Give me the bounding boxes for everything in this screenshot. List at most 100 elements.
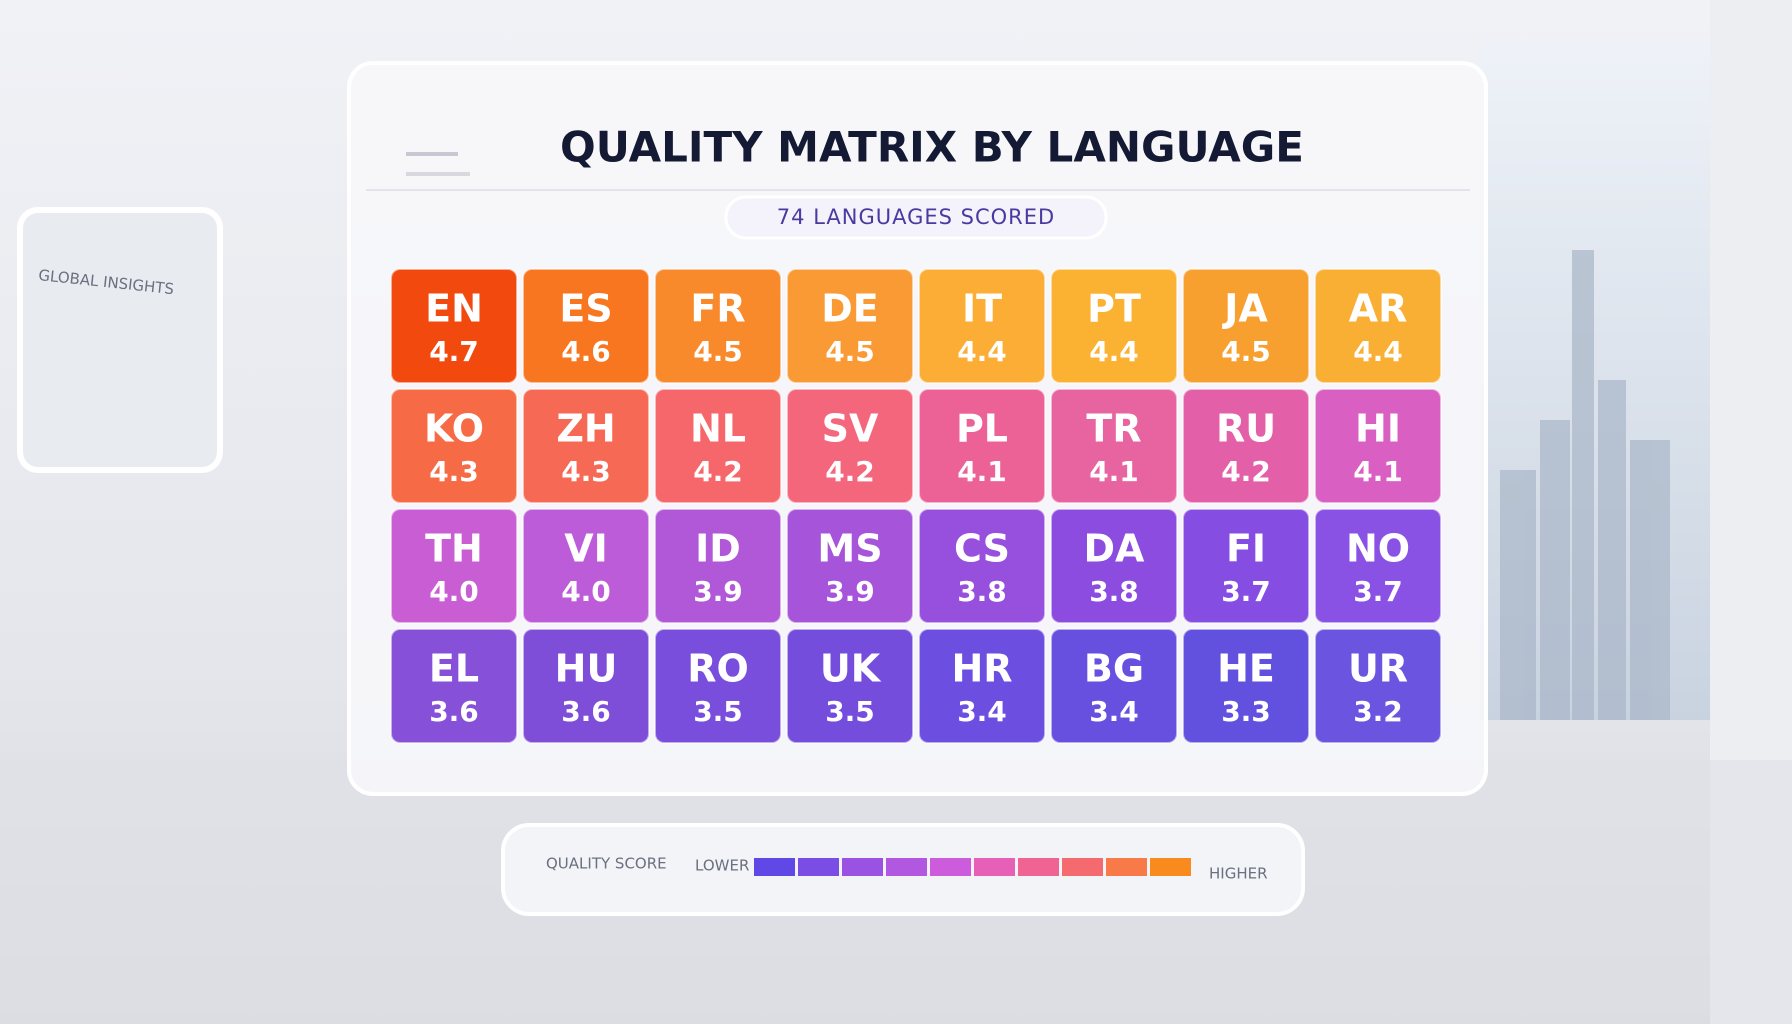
cell-label: HU — [555, 647, 618, 691]
chart-subtitle: 74 LANGUAGES SCORED — [777, 205, 1055, 229]
cell-label: UR — [1348, 647, 1408, 691]
cell-label: DA — [1084, 527, 1146, 571]
cell-label: NL — [690, 407, 746, 451]
cell — [522, 268, 650, 384]
cell-value: 4.2 — [1221, 455, 1271, 488]
cell — [1314, 508, 1442, 624]
menu-icon — [406, 152, 458, 156]
cell-value: 3.8 — [1089, 575, 1139, 608]
cell — [654, 388, 782, 504]
legend-swatch — [1106, 858, 1147, 876]
cell-label: SV — [822, 407, 879, 451]
cell — [786, 508, 914, 624]
grid: EN 4.7 ES 4.6 FR 4.5 DE 4.5 IT 4.4 PT 4.4 JA 4.5 AR 4.4… — [390, 268, 1442, 744]
cell-label: UK — [820, 647, 882, 691]
cell-value: 3.7 — [1221, 575, 1271, 608]
cell — [1314, 268, 1442, 384]
legend-scale — [754, 858, 1191, 876]
cell-value: 3.9 — [693, 575, 743, 608]
cell-label: FI — [1226, 527, 1266, 571]
cell — [654, 628, 782, 744]
cell — [522, 388, 650, 504]
cell-value: 4.0 — [561, 575, 611, 608]
cell-label: HE — [1217, 647, 1275, 691]
cell-label: ZH — [556, 407, 615, 451]
subtitle-pill — [724, 195, 1108, 240]
cell — [1182, 628, 1310, 744]
cell-value: 4.6 — [561, 335, 611, 368]
cell-value: 3.2 — [1353, 695, 1403, 728]
legend-swatch — [1018, 858, 1059, 876]
cell — [522, 628, 650, 744]
cell — [390, 628, 518, 744]
cell — [390, 268, 518, 384]
cell — [390, 388, 518, 504]
cell-label: HR — [951, 647, 1012, 691]
legend-swatch — [798, 858, 839, 876]
cell — [1182, 268, 1310, 384]
cell-label: RU — [1216, 407, 1276, 451]
cell — [1182, 508, 1310, 624]
cell-label: PT — [1087, 287, 1141, 331]
cell-label: MS — [817, 527, 882, 571]
cell-value: 3.8 — [957, 575, 1007, 608]
cell-label: TH — [425, 527, 483, 571]
cell-value: 4.4 — [1353, 335, 1403, 368]
cell-label: EL — [429, 647, 479, 691]
cell — [522, 508, 650, 624]
cell — [918, 268, 1046, 384]
legend-swatch — [1150, 858, 1191, 876]
cell-value: 3.9 — [825, 575, 875, 608]
cell — [390, 508, 518, 624]
cell-label: EN — [425, 287, 483, 331]
cell — [1314, 388, 1442, 504]
cell — [1050, 508, 1178, 624]
cell-label: VI — [564, 527, 608, 571]
cell-label: JA — [1221, 287, 1268, 331]
cell — [786, 388, 914, 504]
legend-swatch — [754, 858, 795, 876]
legend-swatch — [930, 858, 971, 876]
legend-title: QUALITY SCORE — [546, 855, 667, 873]
cell — [786, 268, 914, 384]
cell — [1050, 268, 1178, 384]
cell-value: 4.1 — [957, 455, 1007, 488]
cell-label: NO — [1346, 527, 1410, 571]
cell-label: ES — [559, 287, 612, 331]
wall-screen — [17, 207, 223, 473]
legend-swatch — [842, 858, 883, 876]
cell-label: HI — [1355, 407, 1401, 451]
cell — [918, 388, 1046, 504]
legend-swatch — [886, 858, 927, 876]
cell-value: 3.7 — [1353, 575, 1403, 608]
cell-label: IT — [962, 287, 1002, 331]
legend-low-label: LOWER — [695, 857, 749, 875]
cell-value: 3.6 — [429, 695, 479, 728]
cell-value: 4.2 — [825, 455, 875, 488]
cell-label: PL — [956, 407, 1008, 451]
cell-value: 4.4 — [957, 335, 1007, 368]
cell — [1182, 388, 1310, 504]
cell-label: ID — [695, 527, 741, 571]
cell — [654, 508, 782, 624]
cell-label: KO — [424, 407, 484, 451]
cell-value: 3.4 — [1089, 695, 1139, 728]
cell-value: 4.7 — [429, 335, 479, 368]
cell-value: 3.5 — [825, 695, 875, 728]
cell-value: 3.5 — [693, 695, 743, 728]
cell-label: CS — [954, 527, 1010, 571]
cell-label: DE — [821, 287, 879, 331]
cell-value: 4.0 — [429, 575, 479, 608]
cell-value: 3.6 — [561, 695, 611, 728]
legend-swatch — [1062, 858, 1103, 876]
cell-value: 4.3 — [561, 455, 611, 488]
cell — [1050, 628, 1178, 744]
cell-value: 4.5 — [693, 335, 743, 368]
cell-label: AR — [1349, 287, 1408, 331]
legend-swatch — [974, 858, 1015, 876]
cell-value: 4.2 — [693, 455, 743, 488]
cell-value: 3.3 — [1221, 695, 1271, 728]
cell-label: RO — [687, 647, 749, 691]
cell — [918, 508, 1046, 624]
